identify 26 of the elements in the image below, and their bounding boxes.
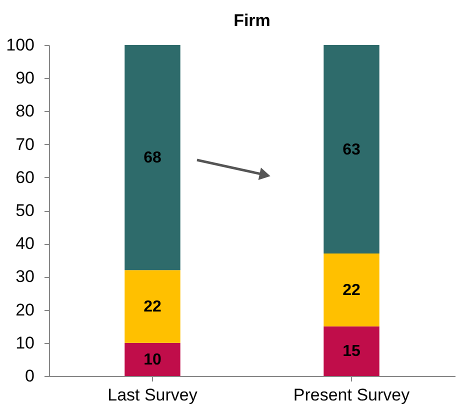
chart-title: Firm — [234, 11, 270, 30]
data-label: 15 — [342, 343, 361, 360]
data-label: 22 — [144, 298, 162, 316]
data-label: 10 — [144, 351, 162, 368]
y-tick-label: 70 — [16, 134, 34, 154]
y-tick-label: 10 — [16, 333, 34, 352]
bar — [324, 254, 380, 326]
y-tick-label: 60 — [16, 168, 34, 187]
data-label: 68 — [144, 150, 162, 167]
data-label: 63 — [342, 141, 361, 158]
y-tick-label: 30 — [16, 267, 34, 286]
y-tick-label: 20 — [16, 300, 34, 320]
bar — [324, 45, 380, 254]
y-tick-label: 80 — [16, 102, 34, 121]
y-tick-label: 50 — [16, 201, 34, 220]
y-tick-label: 90 — [16, 68, 34, 88]
bar — [324, 326, 380, 376]
y-tick-label: 0 — [25, 366, 34, 386]
x-tick-label: Present Survey — [293, 386, 410, 404]
y-tick-label: 100 — [6, 36, 34, 54]
bar — [124, 342, 180, 376]
bar — [124, 45, 180, 270]
x-tick-label: Last Survey — [108, 386, 198, 404]
y-tick-label: 40 — [16, 234, 34, 254]
data-label: 22 — [342, 282, 361, 299]
bar — [124, 270, 180, 343]
